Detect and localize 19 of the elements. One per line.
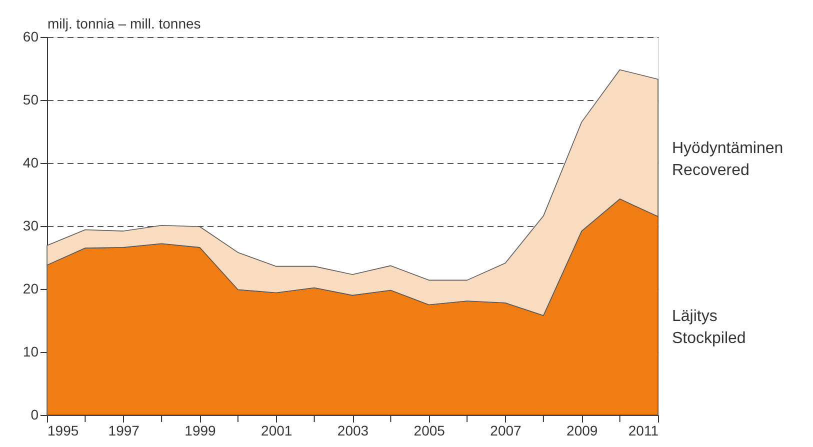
y-tick-label: 40 <box>22 154 39 170</box>
y-tick-label: 0 <box>30 406 39 422</box>
y-tick-label: 60 <box>22 28 39 44</box>
x-tick-label: 1995 <box>48 422 79 438</box>
y-tick-label: 50 <box>22 92 39 108</box>
series-label: Hyödyntäminen Recovered <box>672 140 784 179</box>
x-tick-label: 1999 <box>184 422 216 438</box>
x-tick-label: 2007 <box>490 422 522 438</box>
y-tick-label: 10 <box>22 344 39 360</box>
x-tick-label: 2003 <box>337 422 369 438</box>
y-tick-label: 30 <box>22 218 39 234</box>
x-tick-label: 2011 <box>628 422 659 438</box>
y-tick-label: 20 <box>22 280 39 296</box>
x-tick-label: 1997 <box>108 422 140 438</box>
x-tick-label: 2005 <box>414 422 446 438</box>
x-tick-label: 2009 <box>566 422 598 438</box>
series-label: Läjitys Stockpiled <box>672 308 746 347</box>
x-tick-label: 2001 <box>261 422 292 438</box>
y-axis-title: milj. tonnia – mill. tonnes <box>48 16 201 32</box>
